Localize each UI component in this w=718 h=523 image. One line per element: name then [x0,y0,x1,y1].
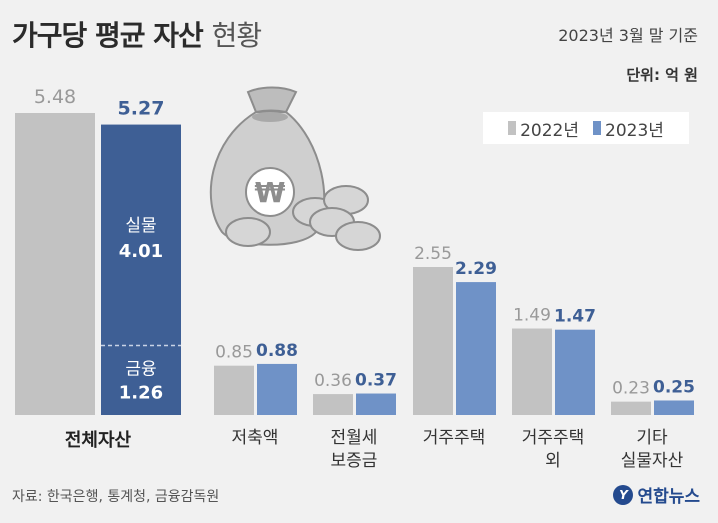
value-label-2022-3: 1.49 [513,306,551,326]
bar-2022-3 [512,328,552,415]
category-label-4-1: 실물자산 [621,451,684,471]
category-label-1-1: 보증금 [331,451,378,471]
bar-2022-0 [214,365,254,415]
page-title: 가구당 평균 자산 현황 [12,14,263,54]
svg-text:₩: ₩ [255,176,286,209]
value-label-2023-1: 0.37 [355,371,397,391]
category-label-2-0: 거주주택 [423,428,486,448]
value-label-2022-0: 0.85 [215,343,253,363]
value-label-2023-3: 1.47 [554,307,596,327]
bar-2022-1 [313,394,353,415]
bar-2023-3 [555,329,595,415]
value-label-2023-4: 0.25 [653,377,695,397]
breakdown-label-real: 실물 [125,216,156,236]
legend-item-2023: 2023년 [593,116,664,141]
date-note: 2023년 3월 말 기준 [558,26,698,45]
legend: 2022년 2023년 [483,112,689,144]
logo-text: 연합뉴스 [637,487,700,507]
bar-2022-2 [413,267,453,415]
category-label-1-0: 전월세 [331,428,378,448]
value-label-2022-1: 0.36 [314,371,352,391]
legend-swatch-2022 [508,121,517,135]
value-label-2022-4: 0.23 [612,379,650,399]
category-label-total: 전체자산 [65,430,132,451]
unit-note: 단위: 억 원 [626,66,698,84]
bar-2023-0 [257,363,297,415]
source-note: 자료: 한국은행, 통계청, 금융감독원 [12,489,220,505]
legend-label-2023: 2023년 [605,120,664,141]
category-label-3-0: 거주주택 [522,428,585,448]
bar-2023-2 [456,282,496,415]
bar-2022-4 [611,401,651,415]
bar-2023-4 [654,400,694,415]
title-main: 가구당 평균 자산 [12,19,204,52]
breakdown-value-financial: 1.26 [119,382,163,403]
coins-icon [225,185,381,251]
breakdown-value-real: 4.01 [119,241,163,262]
category-label-3-1: 외 [545,451,561,471]
category-label-4-0: 기타 [636,428,668,448]
label-total-2022: 5.48 [34,86,76,108]
legend-swatch-2023 [593,121,601,135]
value-label-2023-2: 2.29 [455,259,497,279]
value-label-2022-2: 2.55 [414,244,452,264]
bar-total-2022 [15,113,95,415]
bar-2023-1 [356,393,396,415]
title-sub: 현황 [211,19,263,52]
legend-label-2022: 2022년 [520,120,579,141]
label-total-2023: 5.27 [118,98,165,120]
legend-item-2022: 2022년 [508,116,579,141]
news-logo: Y 연합뉴스 [613,482,700,507]
bar-total-2023 [101,124,181,415]
logo-mark-icon: Y [613,484,634,505]
value-label-2023-0: 0.88 [256,341,298,361]
breakdown-label-financial: 금융 [125,359,156,379]
category-label-0-0: 저축액 [232,428,279,448]
